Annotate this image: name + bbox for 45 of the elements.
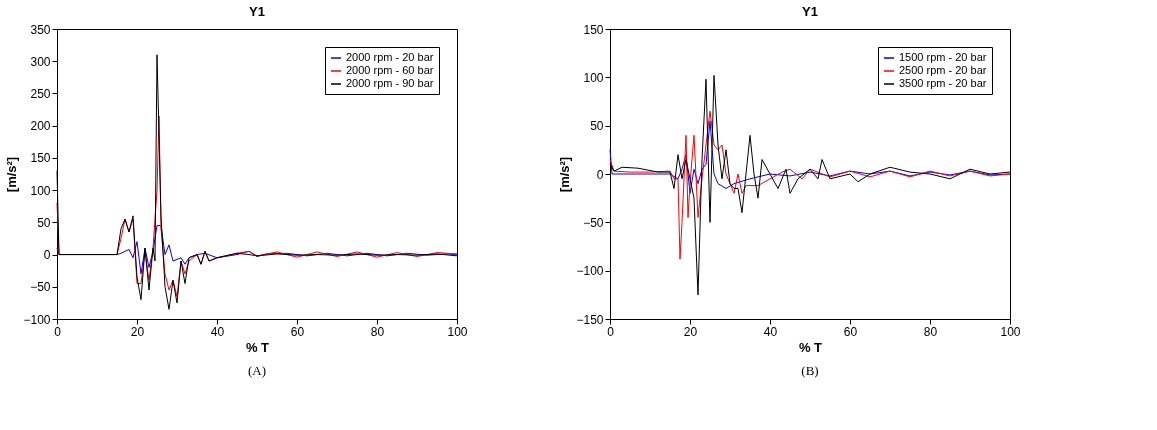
x-axis-title: % T [798,339,823,355]
y-tick-label: 0 [596,167,604,182]
x-tick-label: 20 [683,324,698,339]
y-tick-label: −50 [30,280,51,295]
x-tick-label: 80 [370,324,385,339]
line-series [609,120,1011,194]
y-tick-label: 0 [43,248,51,263]
legend-label: 2000 rpm - 60 bar [346,64,434,76]
y-tick-label: 150 [583,22,604,37]
x-tick-label: 20 [130,324,145,339]
x-tick-label: 80 [923,324,938,339]
x-tick-label: 0 [607,324,615,339]
x-tick-label: 60 [843,324,858,339]
text: (B) [801,363,819,378]
y-axis-title: [m/s²] [4,156,20,193]
x-axis-title: % T [245,339,270,355]
line-series [609,110,1011,260]
chart-title: Y1 [249,4,265,19]
y-tick-label: 250 [30,86,51,101]
y-tick-label: 350 [30,22,51,37]
y-tick-label: −100 [576,264,604,279]
y-tick-label: 100 [583,70,604,85]
legend-label: 2000 rpm - 20 bar [346,51,434,63]
y-tick-label: 300 [30,54,51,69]
x-tick-label: 0 [54,324,62,339]
legend-label: 3500 rpm - 20 bar [899,77,987,89]
x-tick-label: 100 [447,324,468,339]
y-tick-label: 200 [30,119,51,134]
legend-label: 2500 rpm - 20 bar [899,64,987,76]
y-tick-label: −50 [583,215,604,230]
x-tick-label: 100 [1000,324,1021,339]
legend-label: 2000 rpm - 90 bar [346,77,434,89]
y-tick-label: 50 [37,215,51,230]
y-tick-label: 150 [30,151,51,166]
y-tick-label: 100 [30,183,51,198]
x-tick-label: 40 [763,324,778,339]
x-tick-label: 60 [290,324,305,339]
y-tick-label: 50 [590,119,604,134]
y-tick-label: −100 [23,312,51,327]
y-tick-label: −150 [576,312,604,327]
y-axis-title: [m/s²] [557,156,573,193]
legend-label: 1500 rpm - 20 bar [899,51,987,63]
chart-title: Y1 [802,4,818,19]
text: (A) [247,363,267,378]
x-tick-label: 40 [210,324,225,339]
